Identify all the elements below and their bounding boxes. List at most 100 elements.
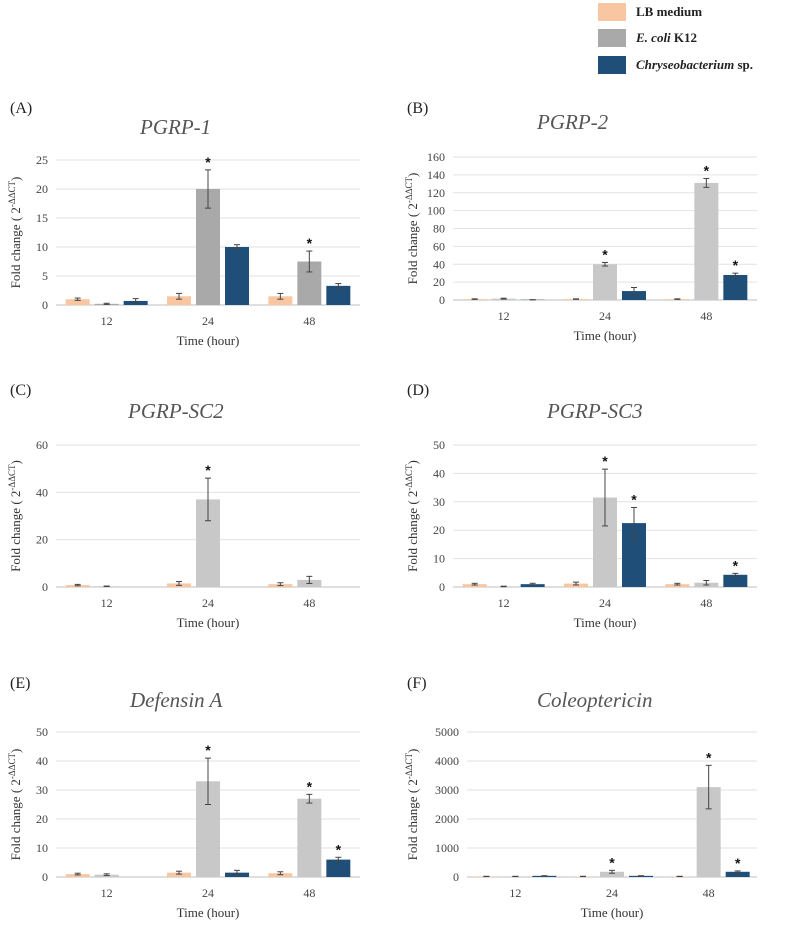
significance-mark: * (307, 235, 313, 251)
panel-c: (C) PGRP-SC2 0 20 40 60 12 24 48 * Time (hour) Fo… (0, 377, 390, 637)
bar-ecoli-24 (600, 871, 624, 877)
x-axis-title: Time (hour) (581, 905, 644, 920)
y-tick-label: 40 (433, 466, 445, 480)
x-tick-label: 48 (303, 886, 315, 900)
bar-ecoli-48 (297, 798, 322, 877)
panel-letter-e: (E) (10, 675, 31, 692)
y-tick-label: 1000 (435, 841, 459, 855)
y-tick-label: 60 (433, 239, 445, 253)
y-tick-label: 20 (433, 275, 445, 289)
panel-a: (A) PGRP-1 0 5 10 15 20 25 12 24 48 * * Time (hour)… (0, 95, 390, 355)
y-tick-label: 0 (42, 870, 48, 884)
x-axis-title: Time (hour) (177, 333, 240, 348)
legend-swatch-lb (598, 3, 626, 21)
x-axis-title: Time (hour) (574, 328, 637, 343)
y-tick-label: 40 (433, 257, 445, 271)
bar-lb-48 (665, 584, 690, 587)
y-tick-label: 80 (433, 222, 445, 236)
legend-label-ecoli: E. coli K12 (636, 30, 698, 45)
significance-mark: * (733, 257, 739, 273)
panel-title-b: PGRP-2 (537, 110, 609, 134)
y-tick-label: 0 (42, 580, 48, 594)
y-tick-label: 0 (439, 293, 445, 307)
y-tick-label: 140 (427, 168, 445, 182)
legend-label-lb: LB medium (636, 4, 703, 19)
x-axis-title: Time (hour) (177, 615, 240, 630)
y-tick-label: 25 (36, 153, 48, 167)
x-tick-label: 24 (202, 886, 214, 900)
significance-mark: * (735, 855, 741, 871)
bar-lb-48 (268, 296, 293, 305)
bar-lb-12 (65, 874, 90, 877)
y-tick-label: 5000 (435, 725, 459, 739)
legend-swatch-ecoli (598, 29, 626, 47)
y-axis-title: Fold change ( 2-ΔΔCT) (7, 177, 23, 289)
y-tick-label: 40 (36, 754, 48, 768)
y-axis-title: Fold change ( 2-ΔΔCT) (7, 460, 23, 572)
legend-item-lb: LB medium (598, 2, 702, 22)
chart-d: 0 10 20 30 40 50 12 24 48 * * * Time (hour) Fold chan… (404, 438, 757, 630)
y-tick-label: 0 (453, 870, 459, 884)
y-tick-label: 20 (36, 182, 48, 196)
panel-letter-b: (B) (407, 100, 429, 117)
y-tick-label: 120 (427, 186, 445, 200)
panel-title-c: PGRP-SC2 (128, 399, 224, 423)
significance-mark: * (205, 462, 211, 478)
panel-letter-d: (D) (407, 382, 430, 399)
y-tick-label: 2000 (435, 812, 459, 826)
bar-lb-24 (167, 872, 191, 877)
y-tick-label: 0 (439, 580, 445, 594)
legend-label-chryseo: Chryseobacterium sp. (636, 57, 754, 72)
x-tick-label: 12 (498, 596, 510, 610)
y-tick-label: 3000 (435, 783, 459, 797)
x-tick-label: 12 (101, 314, 113, 328)
x-tick-label: 12 (101, 886, 113, 900)
chart-c: 0 20 40 60 12 24 48 * Time (hour) Fold change ( 2… (7, 438, 360, 630)
x-tick-label: 48 (703, 886, 715, 900)
chart-f: 0 1000 2000 3000 4000 5000 12 24 48 * * * Time (hour… (404, 725, 757, 920)
significance-mark: * (733, 557, 739, 573)
bar-chryseo-48 (725, 871, 750, 877)
bar-ecoli-24 (593, 264, 617, 300)
y-tick-label: 20 (433, 523, 445, 537)
bar-chryseo-12 (520, 584, 545, 587)
y-tick-label: 10 (433, 552, 445, 566)
panel-b: (B) PGRP-2 0 20 40 60 80 100 120 140 160 12 24 48 * *… (397, 95, 787, 355)
panel-f: (F) Coleoptericin 0 1000 2000 3000 4000 5000 1… (397, 665, 787, 925)
bar-chryseo-48 (326, 285, 351, 305)
y-axis-title: Fold change ( 2-ΔΔCT) (404, 173, 420, 285)
significance-mark: * (609, 854, 615, 870)
legend-item-chryseo: Chryseobacterium sp. (598, 55, 753, 75)
x-tick-label: 12 (509, 886, 521, 900)
panel-letter-a: (A) (10, 100, 33, 117)
legend-swatch-chryseo (598, 56, 626, 74)
y-tick-label: 60 (36, 438, 48, 452)
x-axis-title: Time (hour) (177, 905, 240, 920)
panel-title-e: Defensin A (130, 688, 223, 712)
y-tick-label: 50 (36, 725, 48, 739)
y-tick-label: 30 (36, 783, 48, 797)
bar-chryseo-24 (225, 247, 249, 305)
y-axis-title: Fold change ( 2-ΔΔCT) (404, 749, 420, 861)
x-axis-title: Time (hour) (574, 615, 637, 630)
x-tick-label: 24 (202, 596, 214, 610)
y-tick-label: 0 (42, 298, 48, 312)
panel-title-a: PGRP-1 (140, 115, 212, 139)
panel-letter-f: (F) (407, 675, 427, 692)
chart-a: 0 5 10 15 20 25 12 24 48 * * Time (hour) Fold change… (7, 153, 360, 348)
x-tick-label: 24 (606, 886, 618, 900)
bar-chryseo-24 (622, 291, 646, 300)
significance-mark: * (706, 749, 712, 765)
y-tick-label: 160 (427, 150, 445, 164)
y-tick-label: 100 (427, 204, 445, 218)
panel-title-d: PGRP-SC3 (547, 399, 643, 423)
bar-lb-24 (167, 296, 191, 305)
significance-mark: * (704, 162, 710, 178)
legend-item-ecoli: E. coli K12 (598, 28, 697, 48)
y-tick-label: 30 (433, 495, 445, 509)
panel-title-f: Coleoptericin (537, 688, 653, 712)
x-tick-label: 12 (498, 309, 510, 323)
y-tick-label: 15 (36, 211, 48, 225)
bar-chryseo-48 (723, 574, 748, 587)
significance-mark: * (307, 778, 313, 794)
